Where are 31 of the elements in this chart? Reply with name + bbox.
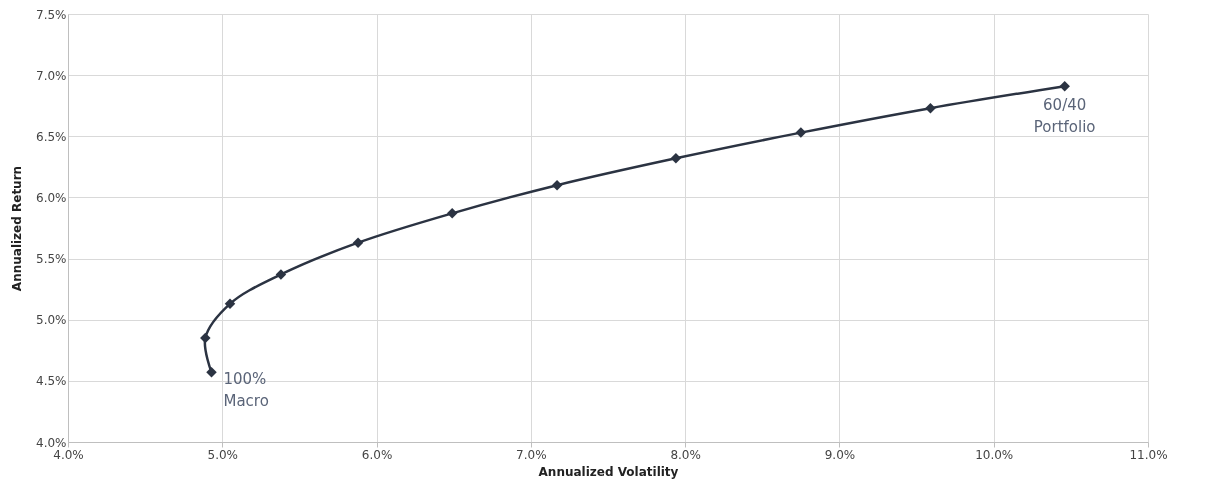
point — [1059, 80, 1070, 92]
point — [795, 127, 807, 138]
x-tick-label: 5.0% — [207, 447, 239, 462]
point — [352, 237, 364, 248]
y-tick-label: 6.0% — [36, 190, 67, 205]
point — [670, 153, 682, 164]
y-tick-label: 7.0% — [36, 68, 67, 83]
y-axis-title: Annualized Return — [10, 165, 25, 292]
point — [224, 298, 236, 310]
y-tick-label: 4.5% — [36, 374, 67, 389]
x-tick-label: 10.0% — [975, 447, 1014, 462]
x-tick-label: 11.0% — [1129, 447, 1168, 462]
point — [446, 208, 458, 219]
x-tick-label: 4.0% — [53, 447, 84, 462]
y-tick-label: 7.5% — [36, 7, 67, 22]
x-axis-title: Annualized Volatility — [538, 464, 679, 479]
point — [200, 332, 211, 344]
x-tick-label: 9.0% — [824, 447, 856, 462]
y-tick-label: 5.5% — [36, 252, 67, 267]
point — [925, 102, 936, 114]
x-tick-label: 8.0% — [670, 447, 701, 462]
annotation: 60/40 Portfolio — [1033, 96, 1096, 137]
point — [275, 269, 287, 280]
point — [551, 179, 563, 191]
x-tick-label: 6.0% — [361, 447, 393, 462]
point — [206, 367, 217, 378]
y-tick-label: 4.0% — [36, 435, 67, 450]
x-tick-label: 7.0% — [516, 447, 547, 462]
y-tick-label: 5.0% — [36, 313, 67, 328]
annotation: 100% Macro — [223, 370, 269, 411]
y-tick-label: 6.5% — [36, 129, 67, 144]
